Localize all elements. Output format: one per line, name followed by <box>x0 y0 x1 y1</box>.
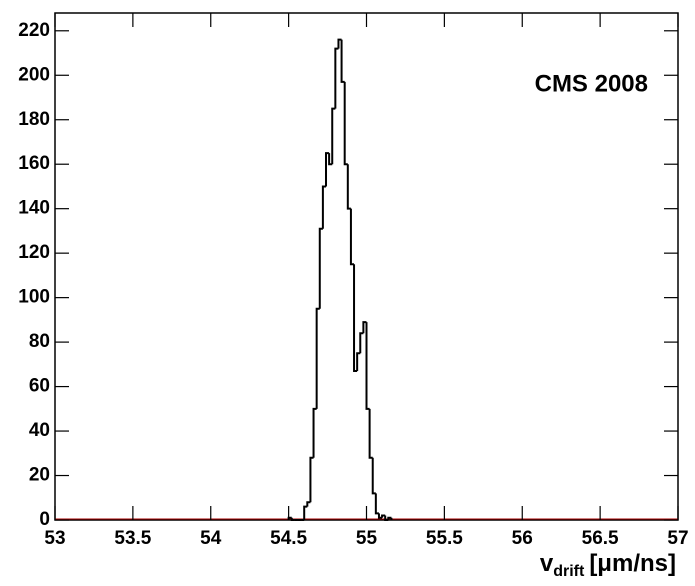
histogram-bin <box>290 517 295 521</box>
histogram-bin <box>368 408 373 459</box>
histogram-bin <box>353 264 358 373</box>
histogram-bin <box>331 107 336 165</box>
x-tick-label: 55 <box>356 528 378 549</box>
histogram-bin <box>325 152 330 187</box>
histogram-bin <box>334 47 339 109</box>
y-tick-label: 120 <box>18 242 50 263</box>
y-tick-label: 60 <box>29 376 50 397</box>
y-tick-label: 200 <box>18 64 50 85</box>
x-tick-label: 53 <box>44 528 65 549</box>
x-tick-label: 53.5 <box>114 528 151 549</box>
histogram-bin <box>362 321 367 334</box>
x-tick-label: 57 <box>667 528 688 549</box>
histogram-bin <box>312 407 317 458</box>
histogram-bin <box>384 515 389 521</box>
y-tick-label: 180 <box>18 109 50 130</box>
histogram-bin <box>306 501 311 507</box>
histogram-bin <box>371 457 376 495</box>
histogram-bin <box>337 38 342 49</box>
histogram-bin <box>343 81 348 166</box>
x-tick-label: 56.5 <box>582 528 619 549</box>
histogram-bin <box>321 185 327 229</box>
y-tick-label: 160 <box>18 153 50 174</box>
histogram-bin <box>356 352 361 372</box>
histogram-bin <box>287 516 292 520</box>
x-label-sub: drift <box>553 563 585 580</box>
x-tick-label: 54 <box>200 528 222 549</box>
histogram-bin <box>303 505 308 520</box>
y-tick-label: 0 <box>39 509 50 530</box>
y-tick-label: 220 <box>18 20 50 41</box>
y-tick-label: 140 <box>18 198 50 219</box>
histogram-bin <box>387 516 392 520</box>
x-label-unit: [μm/ns] <box>589 550 676 577</box>
y-tick-label: 80 <box>29 331 50 352</box>
x-axis-label: vdrift [μm/ns] <box>540 550 676 580</box>
x-label-main: v <box>540 550 554 577</box>
x-tick-label: 56 <box>512 528 533 549</box>
x-tick-label: 54.5 <box>270 528 307 549</box>
y-tick-label: 100 <box>18 287 50 308</box>
histogram-bin <box>346 164 351 210</box>
histogram-bin <box>328 153 333 166</box>
x-tick-label: 55.5 <box>426 528 463 549</box>
annotation: CMS 2008 <box>535 70 648 97</box>
histogram-bin <box>318 227 323 309</box>
histogram-bin <box>309 456 314 503</box>
y-tick-label: 40 <box>29 420 50 441</box>
histogram-bin <box>381 514 386 518</box>
histogram-bin <box>340 39 345 83</box>
histogram-bin <box>349 208 355 266</box>
histogram-bin <box>365 322 370 410</box>
histogram-bin <box>315 307 320 409</box>
histogram-bin <box>359 332 364 354</box>
histogram-bin <box>377 513 383 519</box>
y-tick-label: 20 <box>29 465 50 486</box>
histogram-bin <box>374 493 379 515</box>
